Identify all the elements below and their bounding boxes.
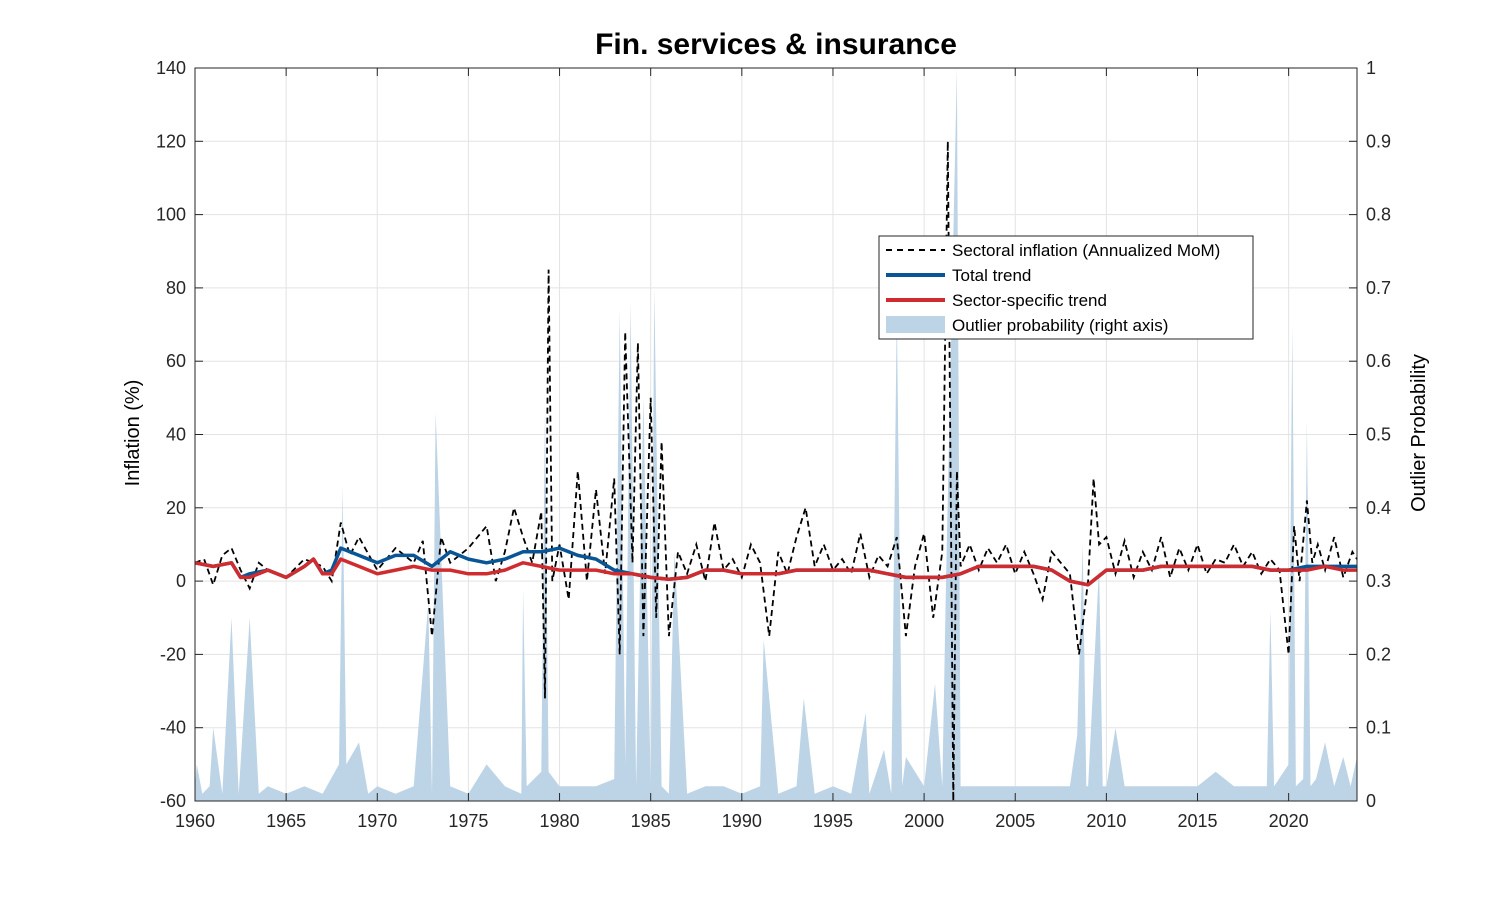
x-tick-label: 2020 xyxy=(1269,811,1309,831)
y2-axis-ticks: 1 0.9 0.8 0.7 0.6 0.5 0.4 0.3 0.2 0.1 0 xyxy=(1349,58,1391,811)
y-tick-label: 0 xyxy=(176,571,186,591)
legend-label-sectoral: Sectoral inflation (Annualized MoM) xyxy=(952,241,1220,260)
y2-axis-label: Outlier Probability xyxy=(1408,354,1430,512)
legend-label-total: Total trend xyxy=(952,266,1031,285)
y-tick-label: 120 xyxy=(156,131,186,151)
x-tick-label: 1965 xyxy=(266,811,306,831)
y2-tick-label: 0.6 xyxy=(1366,351,1391,371)
chart-title: Fin. services & insurance xyxy=(595,28,957,61)
legend-label-outlier: Outlier probability (right axis) xyxy=(952,316,1168,335)
y2-tick-label: 0 xyxy=(1366,791,1376,811)
y2-tick-label: 0.7 xyxy=(1366,278,1391,298)
y-axis-ticks: 140 120 100 80 60 40 20 0 -20 -40 -60 xyxy=(156,58,203,811)
y-tick-label: 60 xyxy=(166,351,186,371)
y-tick-label: 100 xyxy=(156,205,186,225)
x-tick-label: 2010 xyxy=(1086,811,1126,831)
legend: Sectoral inflation (Annualized MoM) Tota… xyxy=(878,235,1254,340)
y-axis-label: Inflation (%) xyxy=(122,380,144,487)
y2-tick-label: 0.9 xyxy=(1366,131,1391,151)
y2-tick-label: 0.2 xyxy=(1366,644,1391,664)
x-tick-label: 1995 xyxy=(813,811,853,831)
x-tick-label: 1985 xyxy=(631,811,671,831)
y2-tick-label: 0.4 xyxy=(1366,498,1391,518)
series-lines xyxy=(194,141,1358,802)
y2-tick-label: 0.1 xyxy=(1366,718,1391,738)
x-tick-label: 1975 xyxy=(448,811,488,831)
x-tick-label: 2005 xyxy=(995,811,1035,831)
y-tick-label: 20 xyxy=(166,498,186,518)
y-tick-label: 80 xyxy=(166,278,186,298)
y2-tick-label: 0.3 xyxy=(1366,571,1391,591)
y2-tick-label: 0.8 xyxy=(1366,205,1391,225)
x-axis-ticks: 1960 1965 1970 1975 1980 1985 1990 1995 2000 2005… xyxy=(175,68,1309,831)
x-tick-label: 1960 xyxy=(175,811,215,831)
y-tick-label: -20 xyxy=(160,644,186,664)
y-tick-label: 40 xyxy=(166,425,186,445)
legend-swatch-outlier xyxy=(886,316,945,333)
grid xyxy=(194,67,1357,802)
y2-tick-label: 0.5 xyxy=(1366,425,1391,445)
x-tick-label: 2000 xyxy=(904,811,944,831)
x-tick-label: 1980 xyxy=(540,811,580,831)
y-tick-label: -60 xyxy=(160,791,186,811)
legend-label-sector: Sector-specific trend xyxy=(952,291,1107,310)
x-tick-label: 1970 xyxy=(357,811,397,831)
x-tick-label: 1990 xyxy=(722,811,762,831)
y-tick-label: 140 xyxy=(156,58,186,78)
sector-specific-trend-line xyxy=(194,557,1357,587)
x-tick-label: 2015 xyxy=(1177,811,1217,831)
y2-tick-label: 1 xyxy=(1366,58,1376,78)
y-tick-label: -40 xyxy=(160,718,186,738)
